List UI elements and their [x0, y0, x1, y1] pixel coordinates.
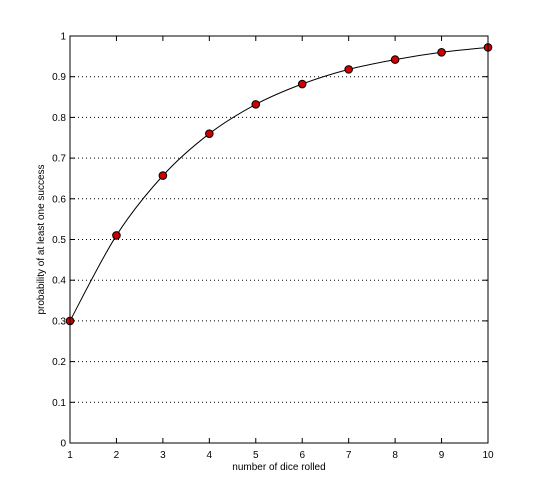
y-tick-label: 0.7 — [52, 154, 66, 165]
x-tick-label: 3 — [160, 450, 166, 461]
series-line — [69, 46, 489, 322]
x-tick-label: 2 — [114, 450, 120, 461]
x-tick-label: 8 — [392, 450, 398, 461]
series-layer — [65, 43, 493, 326]
data-point-marker — [344, 65, 353, 74]
data-point-marker — [437, 47, 446, 57]
tick-labels: 0 0.1 0.2 0.3 0.4 0.5 0.6 0.7 0.8 0.9 1 1 2 3 4 5 6 7 8 9 10 — [52, 32, 494, 462]
data-point-marker — [158, 171, 168, 180]
x-tick-label: 10 — [482, 450, 494, 461]
y-axis-title: probability of at least one success — [36, 164, 47, 314]
y-tick-label: 0.2 — [52, 357, 66, 368]
plot-frame — [69, 35, 489, 444]
x-axis-title: number of dice rolled — [232, 462, 325, 473]
x-tick-label: 7 — [346, 450, 352, 461]
y-tick-label: 0.3 — [52, 316, 66, 327]
y-tick-label: 0 — [60, 439, 66, 450]
x-tick-label: 9 — [439, 450, 445, 461]
data-point-marker — [297, 79, 307, 89]
y-tick-label: 0.1 — [52, 398, 66, 409]
gridlines — [70, 76, 488, 403]
data-point-marker — [112, 231, 121, 240]
data-point-marker — [205, 129, 214, 138]
x-tick-label: 5 — [253, 450, 259, 461]
y-tick-label: 0.9 — [52, 72, 66, 83]
y-tick-label: 1 — [60, 32, 66, 43]
data-point-marker — [390, 55, 400, 64]
y-tick-label: 0.8 — [52, 113, 66, 124]
y-tick-label: 0.6 — [52, 194, 66, 205]
x-tick-label: 4 — [207, 450, 213, 461]
data-point-marker — [251, 100, 261, 109]
x-tick-label: 1 — [67, 450, 73, 461]
x-tick-label: 6 — [299, 450, 305, 461]
y-tick-label: 0.4 — [52, 276, 66, 287]
y-tick-label: 0.5 — [52, 235, 66, 246]
